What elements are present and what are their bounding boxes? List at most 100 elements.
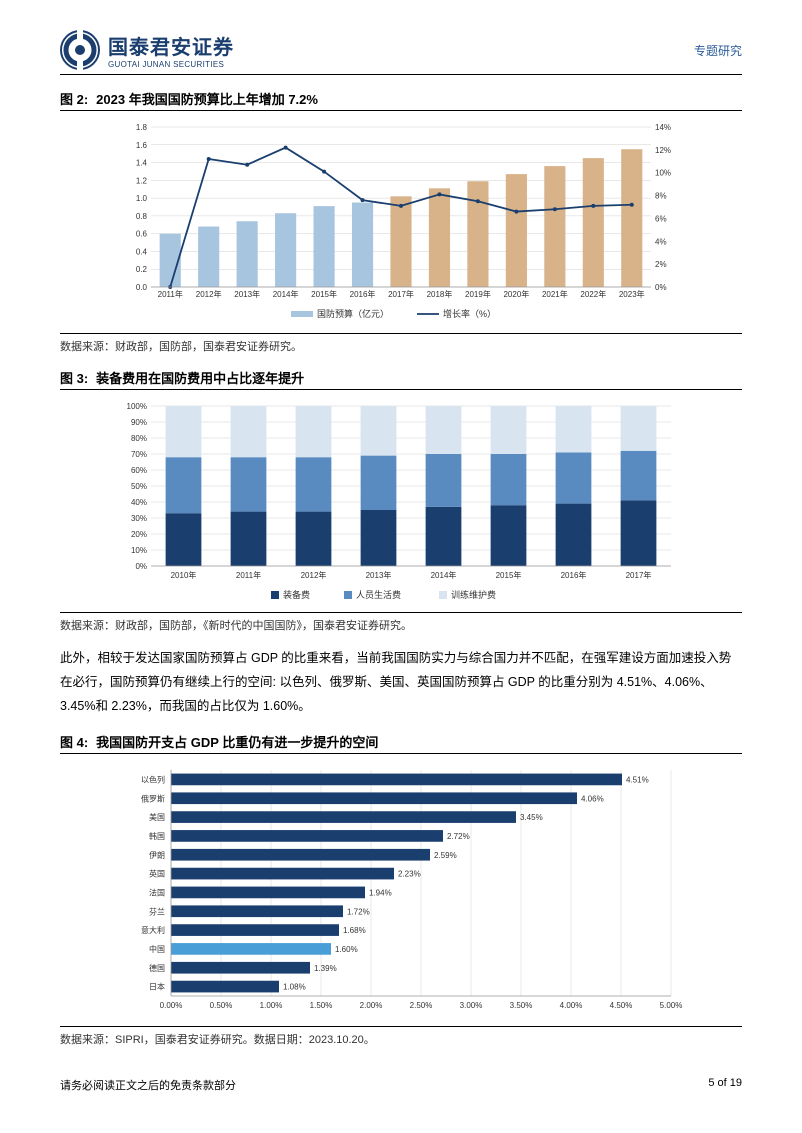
svg-text:2%: 2% [655,260,667,269]
svg-text:2.00%: 2.00% [360,1001,383,1010]
svg-text:2022年: 2022年 [580,289,606,299]
fig3-title: 装备费用在国防费用中占比逐年提升 [96,368,304,387]
svg-text:美国: 美国 [149,812,165,822]
svg-text:90%: 90% [131,418,147,427]
svg-text:0%: 0% [655,283,667,292]
svg-text:装备费: 装备费 [283,589,310,600]
svg-text:4%: 4% [655,237,667,246]
svg-text:1.8: 1.8 [136,123,148,132]
svg-text:2015年: 2015年 [496,570,522,580]
svg-text:2015年: 2015年 [311,289,337,299]
fig2-source: 数据来源：财政部，国防部，国泰君安证券研究。 [60,338,742,354]
svg-text:50%: 50% [131,482,147,491]
svg-text:德国: 德国 [149,963,165,973]
svg-text:训练维护费: 训练维护费 [451,589,496,600]
svg-text:0.2: 0.2 [136,265,148,274]
fig4-source: 数据来源：SIPRI，国泰君安证券研究。数据日期：2023.10.20。 [60,1031,742,1047]
svg-text:10%: 10% [655,169,671,178]
page: 国泰君安证券 GUOTAI JUNAN SECURITIES 专题研究 图 2:… [0,0,802,1113]
svg-text:2016年: 2016年 [350,289,376,299]
svg-text:2016年: 2016年 [561,570,587,580]
svg-text:英国: 英国 [149,869,165,879]
svg-text:韩国: 韩国 [149,831,165,841]
svg-text:12%: 12% [655,146,671,155]
svg-text:1.39%: 1.39% [314,964,337,973]
svg-text:意大利: 意大利 [141,925,165,935]
logo-cn-text: 国泰君安证券 [108,31,234,60]
svg-text:俄罗斯: 俄罗斯 [141,794,165,804]
svg-text:国防预算（亿元）: 国防预算（亿元） [317,308,389,319]
company-logo-icon [60,30,100,70]
svg-text:2013年: 2013年 [234,289,260,299]
svg-text:0.6: 0.6 [136,230,148,239]
svg-text:70%: 70% [131,450,147,459]
svg-text:2017年: 2017年 [388,289,414,299]
svg-text:0%: 0% [135,562,147,571]
svg-text:3.50%: 3.50% [510,1001,533,1010]
svg-text:2012年: 2012年 [301,570,327,580]
svg-text:4.00%: 4.00% [560,1001,583,1010]
fig2-title: 2023 年我国国防预算比上年增加 7.2% [96,89,318,108]
svg-text:1.08%: 1.08% [283,983,306,992]
svg-text:增长率（%）: 增长率（%） [443,308,496,319]
fig2-chart-wrap: 0.00.20.40.60.81.01.21.41.61.80%2%4%6%8%… [60,117,742,334]
svg-text:2023年: 2023年 [619,289,645,299]
svg-text:8%: 8% [655,192,667,201]
page-header: 国泰君安证券 GUOTAI JUNAN SECURITIES 专题研究 [60,30,742,75]
svg-text:以色列: 以色列 [141,775,165,785]
fig3-chart: 0%10%20%30%40%50%60%70%80%90%100%2010年20… [111,396,691,606]
svg-text:1.0: 1.0 [136,194,148,203]
fig2-chart: 0.00.20.40.60.81.01.21.41.61.80%2%4%6%8%… [111,117,691,327]
svg-text:2.59%: 2.59% [434,851,457,860]
svg-text:1.60%: 1.60% [335,945,358,954]
svg-text:4.51%: 4.51% [626,776,649,785]
svg-text:芬兰: 芬兰 [149,907,165,917]
fig4-chart: 0.00%0.50%1.00%1.50%2.00%2.50%3.00%3.50%… [111,760,691,1020]
svg-text:1.72%: 1.72% [347,908,370,917]
svg-text:2018年: 2018年 [427,289,453,299]
svg-text:1.68%: 1.68% [343,926,366,935]
svg-text:4.06%: 4.06% [581,795,604,804]
svg-text:4.50%: 4.50% [610,1001,633,1010]
svg-text:60%: 60% [131,466,147,475]
svg-text:30%: 30% [131,514,147,523]
logo-block: 国泰君安证券 GUOTAI JUNAN SECURITIES [60,30,234,70]
fig3-title-row: 图 3: 装备费用在国防费用中占比逐年提升 [60,368,742,390]
fig4-title: 我国国防开支占 GDP 比重仍有进一步提升的空间 [96,732,378,751]
svg-text:40%: 40% [131,498,147,507]
fig4-title-row: 图 4: 我国国防开支占 GDP 比重仍有进一步提升的空间 [60,732,742,754]
page-footer: 请务必阅读正文之后的免责条款部分 5 of 19 [60,1077,742,1093]
svg-text:10%: 10% [131,546,147,555]
svg-text:2014年: 2014年 [431,570,457,580]
fig4-label: 图 4: [60,732,88,751]
svg-text:1.4: 1.4 [136,159,148,168]
svg-text:100%: 100% [127,402,147,411]
svg-text:0.0: 0.0 [136,283,148,292]
svg-text:伊朗: 伊朗 [149,850,165,860]
svg-text:6%: 6% [655,214,667,223]
svg-text:人员生活费: 人员生活费 [356,589,401,600]
svg-text:1.50%: 1.50% [310,1001,333,1010]
footer-disclaimer: 请务必阅读正文之后的免责条款部分 [60,1077,236,1093]
fig3-label: 图 3: [60,368,88,387]
svg-text:20%: 20% [131,530,147,539]
svg-text:14%: 14% [655,123,671,132]
fig2-title-row: 图 2: 2023 年我国国防预算比上年增加 7.2% [60,89,742,111]
header-category: 专题研究 [694,42,742,59]
svg-text:2013年: 2013年 [366,570,392,580]
fig4-chart-wrap: 0.00%0.50%1.00%1.50%2.00%2.50%3.00%3.50%… [60,760,742,1027]
svg-text:中国: 中国 [149,944,165,954]
fig3-chart-wrap: 0%10%20%30%40%50%60%70%80%90%100%2010年20… [60,396,742,613]
svg-text:2021年: 2021年 [542,289,568,299]
svg-text:1.00%: 1.00% [260,1001,283,1010]
svg-text:2.72%: 2.72% [447,832,470,841]
svg-text:0.50%: 0.50% [210,1001,233,1010]
svg-text:2014年: 2014年 [273,289,299,299]
svg-text:2010年: 2010年 [171,570,197,580]
footer-page-number: 5 of 19 [708,1077,742,1093]
svg-text:3.00%: 3.00% [460,1001,483,1010]
logo-en-text: GUOTAI JUNAN SECURITIES [108,60,234,69]
svg-text:5.00%: 5.00% [660,1001,683,1010]
svg-text:法国: 法国 [149,888,165,898]
svg-text:2.50%: 2.50% [410,1001,433,1010]
